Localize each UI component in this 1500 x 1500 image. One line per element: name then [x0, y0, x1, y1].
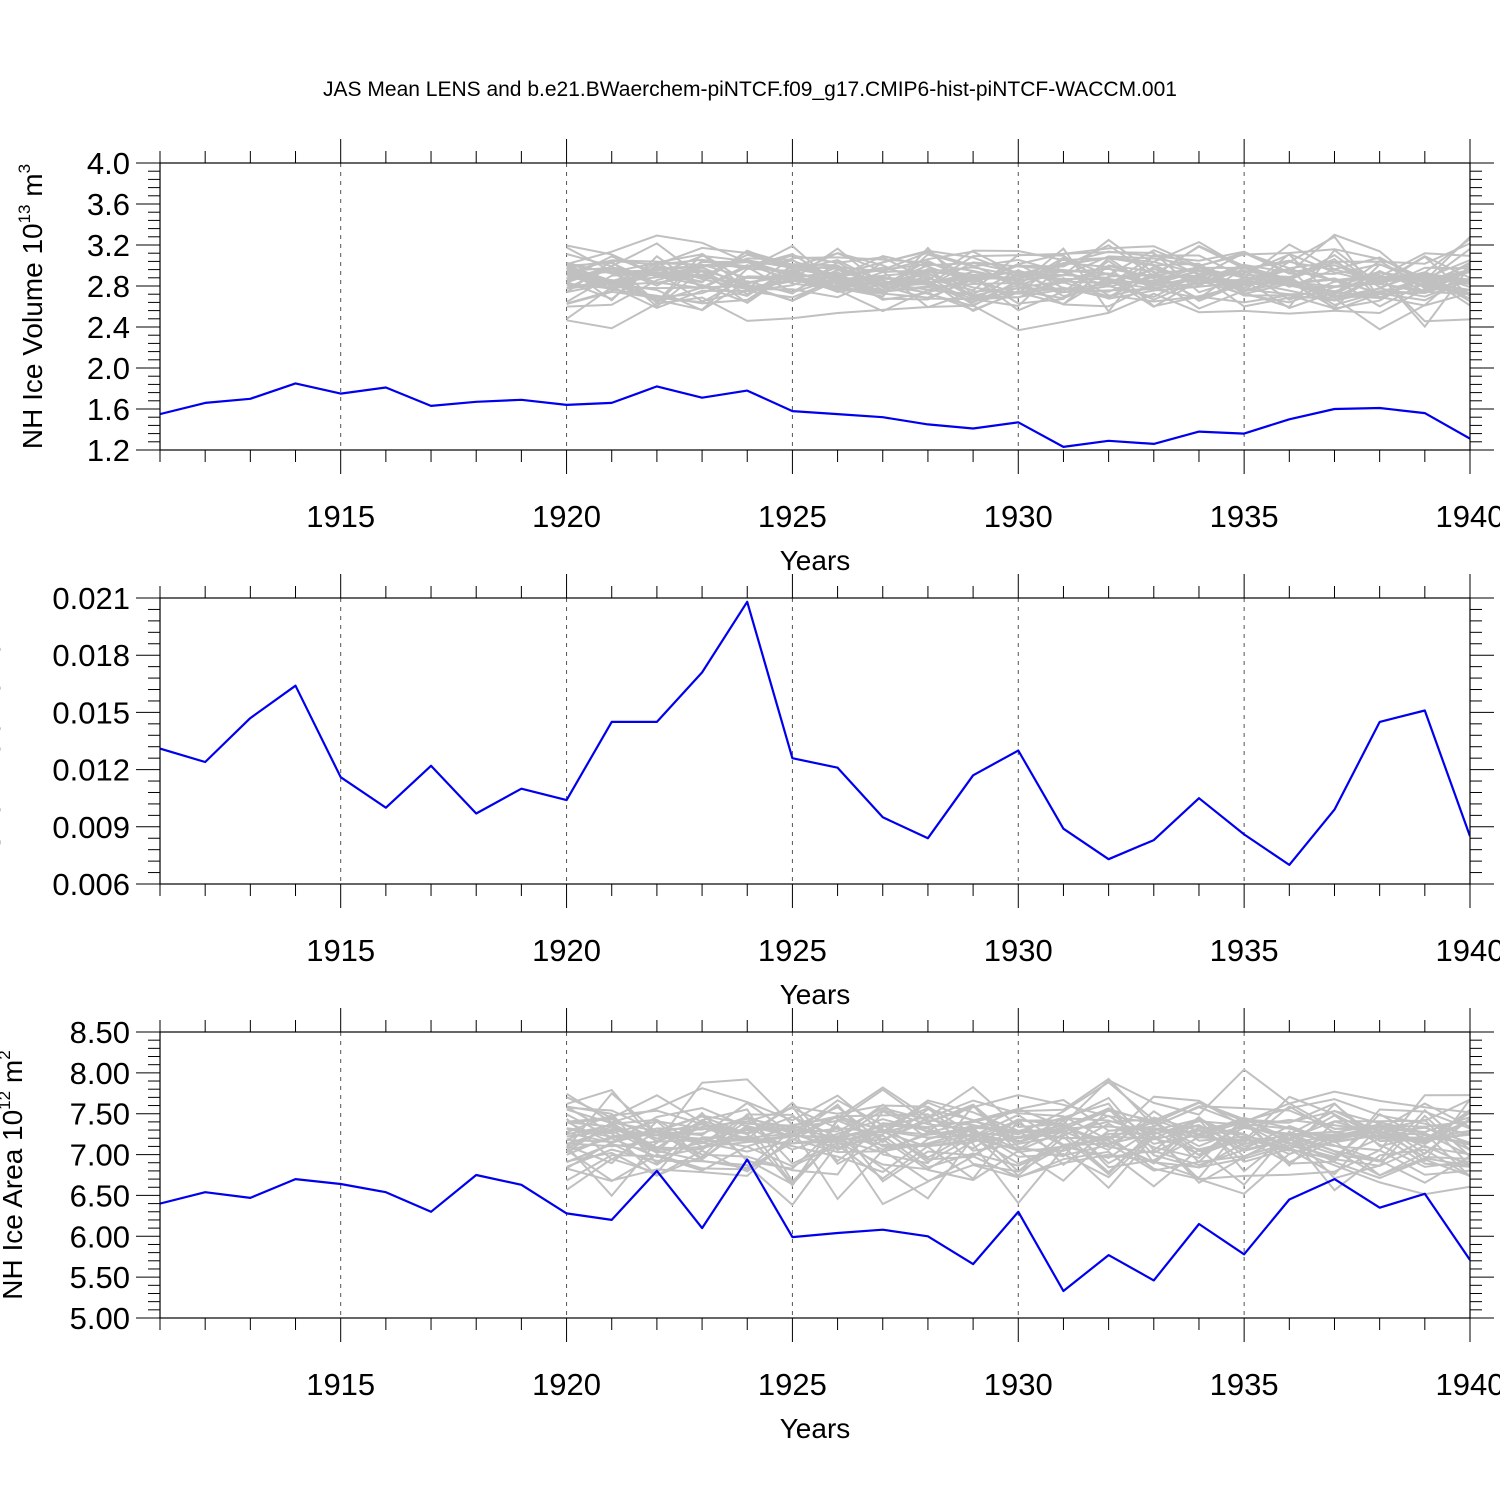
ensemble-member-line [566, 1126, 1470, 1195]
ensemble-member-line [566, 245, 1470, 293]
ensemble-member-line [566, 247, 1470, 294]
x-tick-label: 1925 [758, 499, 827, 534]
y-axis-label-exponent: 13 [15, 204, 34, 223]
ensemble-member-line [566, 1103, 1470, 1158]
ensemble-member-line [566, 1113, 1470, 1154]
x-tick-label: 1920 [532, 499, 601, 534]
y-tick-label: 0.021 [52, 581, 130, 616]
y-tick-label: 2.0 [87, 351, 130, 386]
x-tick-label: 1915 [306, 499, 375, 534]
x-tick-label: 1930 [984, 499, 1053, 534]
x-tick-label: 1940 [1436, 1367, 1500, 1402]
y-tick-label: 3.6 [87, 187, 130, 222]
ensemble-lines [566, 233, 1470, 332]
y-axis-label-unit: m [17, 173, 48, 204]
ensemble-member-line [566, 234, 1470, 293]
ensemble-member-line [566, 266, 1470, 308]
ensemble-member-line [566, 1068, 1470, 1145]
x-tick-label: 1930 [984, 1367, 1053, 1402]
y-axis-label-text: NH Ice Volume 10 [17, 223, 48, 449]
ensemble-member-line [566, 248, 1470, 284]
y-tick-label: 0.012 [52, 753, 130, 788]
ensemble-member-line [566, 1134, 1470, 1200]
ensemble-member-line [566, 1128, 1470, 1192]
y-tick-label: 0.009 [52, 810, 130, 845]
plot-frame [159, 597, 1471, 885]
panel-ice-volume: 1.2 1.6 2.0 2.4 2.8 3.2 3.6 4.0 1915 1920 1925 1930… [15, 139, 1500, 576]
y-tick-label: 1.6 [87, 392, 130, 427]
plot-frame [159, 162, 1471, 451]
x-axis-label: Years [780, 979, 851, 1010]
x-tick-label: 1915 [306, 1367, 375, 1402]
y-tick-label: 2.8 [87, 269, 130, 304]
model-series-line [160, 1158, 1470, 1293]
y-tick-label: 4.0 [87, 146, 130, 181]
x-tick-label: 1930 [984, 933, 1053, 968]
figure-title: JAS Mean LENS and b.e21.BWaerchem-piNTCF… [323, 78, 1177, 101]
ensemble-member-line [566, 1098, 1470, 1166]
ensemble-lines [565, 1068, 1470, 1207]
ensemble-member-line [566, 1096, 1470, 1158]
y-tick-label: 8.00 [70, 1056, 130, 1091]
y-axis-label-unit-exponent: 2 [0, 1050, 14, 1059]
y-tick-label: 7.00 [70, 1138, 130, 1173]
ensemble-member-line [566, 1095, 1470, 1153]
ensemble-member-line [566, 269, 1470, 307]
y-axis-label: NH Snow Volume 1013 m3 [0, 582, 6, 900]
x-tick-label: 1925 [758, 1367, 827, 1402]
x-axis-label: Years [780, 545, 851, 576]
x-tick-label: 1925 [758, 933, 827, 968]
y-axis-label: NH Ice Volume 1013 m3 [15, 164, 48, 449]
y-tick-label: 7.50 [70, 1097, 130, 1132]
x-tick-label: 1920 [532, 933, 601, 968]
y-axis-label-exponent: 12 [0, 1091, 14, 1110]
y-tick-label: 6.00 [70, 1219, 130, 1254]
x-axis-label: Years [780, 1413, 851, 1444]
ensemble-member-line [566, 287, 1470, 332]
model-series-line [160, 600, 1470, 867]
ensemble-member-line [566, 266, 1470, 303]
x-tick-label: 1935 [1210, 499, 1279, 534]
ensemble-member-line [566, 1119, 1470, 1206]
y-tick-label: 0.015 [52, 695, 130, 730]
y-tick-label: 0.006 [52, 867, 130, 902]
x-tick-label: 1920 [532, 1367, 601, 1402]
ensemble-member-line [566, 1134, 1470, 1207]
ensemble-member-line [565, 1091, 1470, 1150]
ensemble-member-line [566, 268, 1470, 323]
y-tick-label: 2.4 [87, 310, 130, 345]
y-axis-label-unit-exponent: 3 [15, 164, 34, 173]
y-tick-label: 8.50 [70, 1015, 130, 1050]
y-axis-label-unit: m [0, 592, 6, 623]
plot-frame [159, 1031, 1471, 1319]
y-tick-label: 5.50 [70, 1260, 130, 1295]
y-axis-label: NH Ice Area 1012 m2 [0, 1050, 28, 1299]
panel-ice-area: 5.00 5.50 6.00 6.50 7.00 7.50 8.00 8.50 1915 1920… [0, 1008, 1500, 1444]
y-tick-label: 3.2 [87, 228, 130, 263]
y-tick-label: 0.018 [52, 638, 130, 673]
y-axis-label-text: NH Snow Volume 10 [0, 642, 6, 900]
y-tick-label: 6.50 [70, 1178, 130, 1213]
x-tick-label: 1915 [306, 933, 375, 968]
ensemble-member-line [566, 1081, 1470, 1141]
model-series-line [160, 382, 1470, 448]
y-axis-label-unit: m [0, 1060, 28, 1091]
x-tick-label: 1935 [1210, 1367, 1279, 1402]
panel-snow-volume: 0.006 0.009 0.012 0.015 0.018 0.021 1915 1920 19… [0, 574, 1500, 1010]
y-tick-label: 5.00 [70, 1301, 130, 1336]
x-tick-label: 1940 [1436, 933, 1500, 968]
ensemble-member-line [566, 1087, 1470, 1136]
y-tick-label: 1.2 [87, 433, 130, 468]
x-tick-label: 1940 [1436, 499, 1500, 534]
y-axis-label-text: NH Ice Area 10 [0, 1110, 28, 1300]
ensemble-member-line [566, 259, 1470, 312]
x-tick-label: 1935 [1210, 933, 1279, 968]
